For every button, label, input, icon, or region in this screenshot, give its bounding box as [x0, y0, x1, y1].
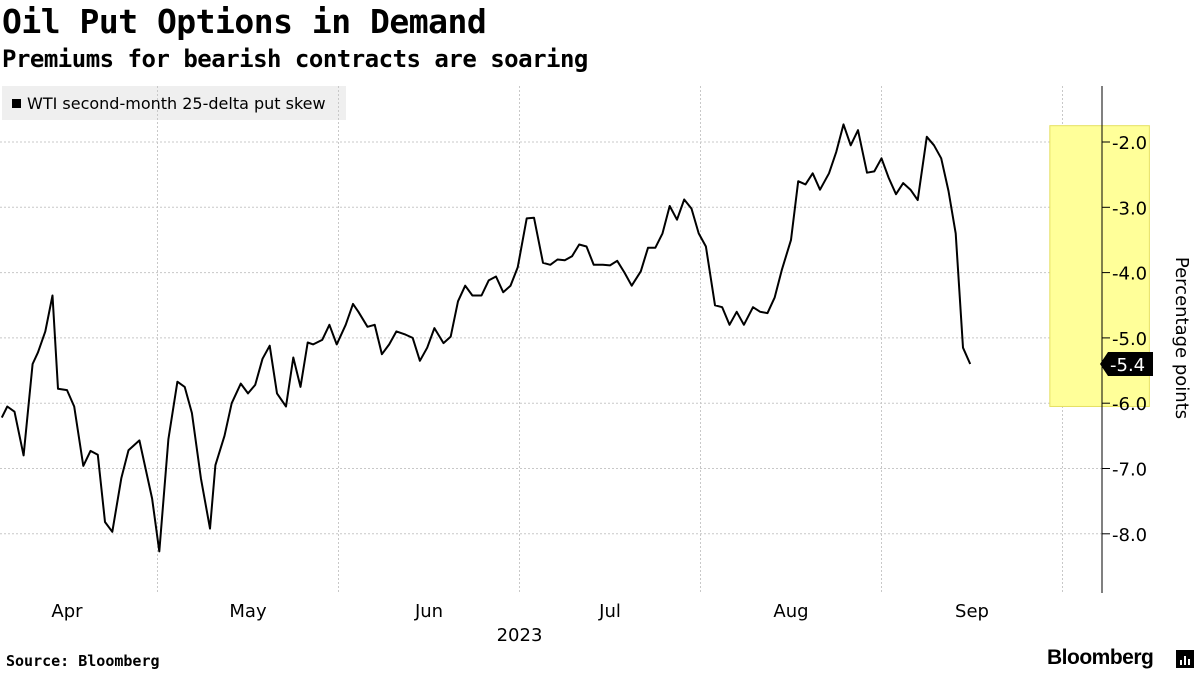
legend-swatch [12, 98, 21, 108]
y-tick-label-6: -8.0 [1112, 525, 1147, 546]
y-axis-label: Percentage points [1171, 257, 1192, 419]
x-tick-label-aug: Aug [773, 601, 808, 622]
legend-label: WTI second-month 25-delta put skew [27, 93, 326, 113]
y-tick-label-3: -5.0 [1112, 329, 1147, 350]
legend: WTI second-month 25-delta put skew [2, 86, 346, 120]
x-tick-label-may: May [229, 601, 267, 622]
last-value-badge [1100, 352, 1153, 377]
bloomberg-chart-icon [1176, 650, 1194, 668]
x-tick-label-sep: Sep [955, 601, 989, 622]
series-line [0, 123, 972, 553]
y-tick-label-4: -6.0 [1112, 394, 1147, 415]
x-axis-year-label: 2023 [497, 625, 543, 646]
bloomberg-logo: Bloomberg [1047, 646, 1154, 669]
source-note: Source: Bloomberg [6, 652, 160, 670]
x-tick-label-apr: Apr [51, 601, 83, 622]
y-axis: -2.0 -3.0 -4.0 -5.0 -6.0 -7.0 -8.0 [1101, 86, 1147, 593]
x-tick-label-jun: Jun [414, 601, 443, 622]
grid-lines [0, 86, 1102, 593]
chart-subtitle: Premiums for bearish contracts are soari… [2, 45, 588, 73]
y-tick-label-0: -2.0 [1112, 133, 1147, 154]
x-tick-label-jul: Jul [598, 601, 621, 622]
x-axis: Apr May Jun Jul Aug Sep [51, 601, 989, 622]
y-tick-label-5: -7.0 [1112, 460, 1147, 481]
last-value-label: -5.4 [1110, 355, 1145, 376]
y-tick-label-1: -3.0 [1112, 198, 1147, 219]
y-tick-label-2: -4.0 [1112, 264, 1147, 285]
chart-title: Oil Put Options in Demand [2, 2, 487, 41]
last-value-marker: -5.4 [1100, 352, 1153, 377]
